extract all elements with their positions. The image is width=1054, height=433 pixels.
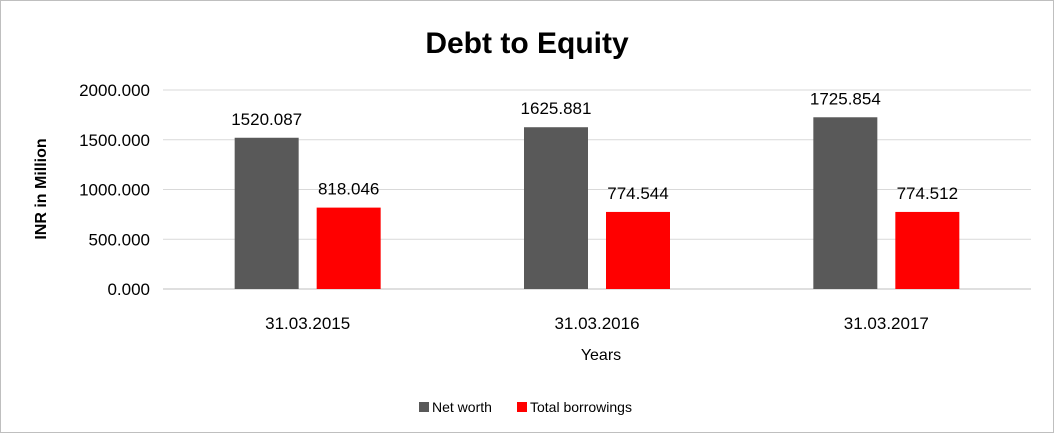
bar-net-worth: [813, 117, 878, 289]
bar-net-worth: [234, 137, 299, 289]
data-label: 774.544: [607, 184, 668, 203]
legend-label: Net worth: [432, 399, 492, 415]
y-tick-label: 1500.000: [79, 131, 150, 150]
y-tick-label: 500.000: [89, 230, 150, 249]
data-label: 1625.881: [521, 99, 592, 118]
chart-title: Debt to Equity: [425, 27, 629, 60]
x-tick-label: 31.03.2015: [265, 314, 350, 333]
x-axis-title: Years: [581, 347, 621, 364]
bars: [234, 117, 960, 289]
data-label: 818.046: [318, 180, 379, 199]
legend: Net worth Total borrowings: [419, 399, 632, 415]
legend-label: Total borrowings: [530, 399, 632, 415]
legend-swatch: [419, 402, 429, 412]
bar-total-borrowings: [606, 211, 670, 289]
x-tick-label: 31.03.2017: [844, 314, 929, 333]
y-tick-label: 2000.000: [79, 81, 150, 100]
data-label: 1520.087: [231, 110, 302, 129]
y-tick-label: 1000.000: [79, 181, 150, 200]
y-axis-title: INR in Million: [33, 138, 50, 239]
x-axis-ticks: 31.03.2015 31.03.2016 31.03.2017: [265, 314, 929, 333]
bar-total-borrowings: [895, 211, 960, 289]
data-labels: 1520.087 818.046 1625.881 774.544 1725.854 77…: [231, 89, 958, 203]
data-label: 774.512: [897, 184, 958, 203]
data-label: 1725.854: [810, 89, 881, 108]
legend-swatch: [517, 402, 527, 412]
y-tick-label: 0.000: [107, 280, 150, 299]
bar-net-worth: [524, 127, 588, 289]
y-axis-ticks: 0.000 500.000 1000.000 1500.000 2000.000: [79, 81, 150, 299]
gridlines: [163, 89, 1031, 290]
bar-total-borrowings: [316, 207, 381, 289]
x-tick-label: 31.03.2016: [554, 314, 639, 333]
